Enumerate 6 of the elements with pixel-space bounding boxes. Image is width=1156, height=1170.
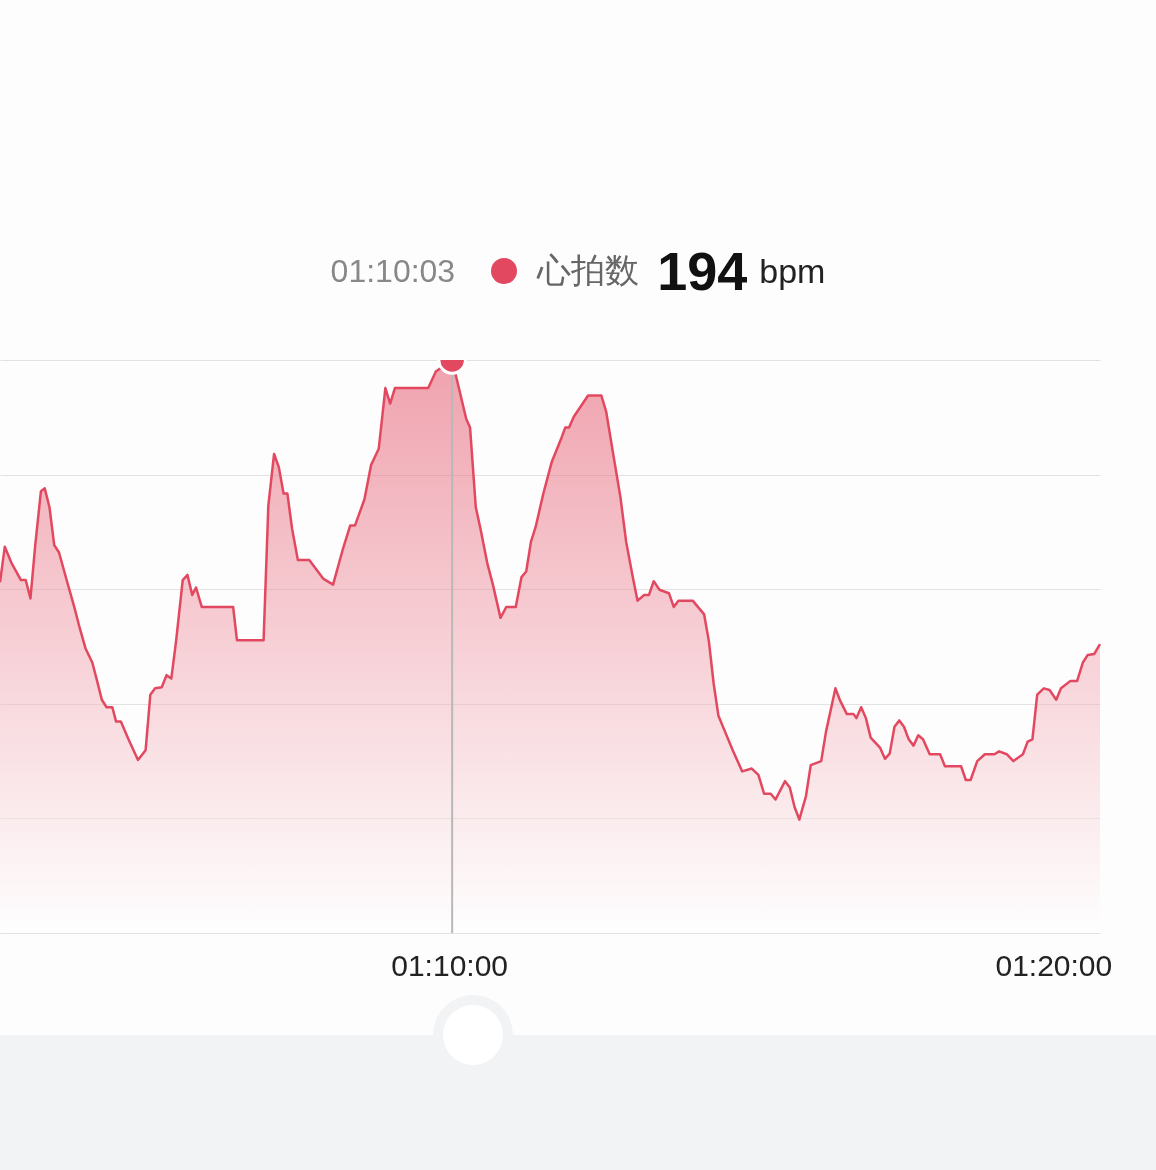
text: bpm — [759, 251, 826, 290]
text: 01:10:03 — [330, 252, 456, 289]
text: 194 — [657, 241, 748, 301]
x-tick-label: 01:20:00 — [995, 948, 1113, 982]
x-tick-label: 01:10:00 — [391, 948, 509, 982]
legend-label: 心拍数 — [537, 251, 640, 289]
